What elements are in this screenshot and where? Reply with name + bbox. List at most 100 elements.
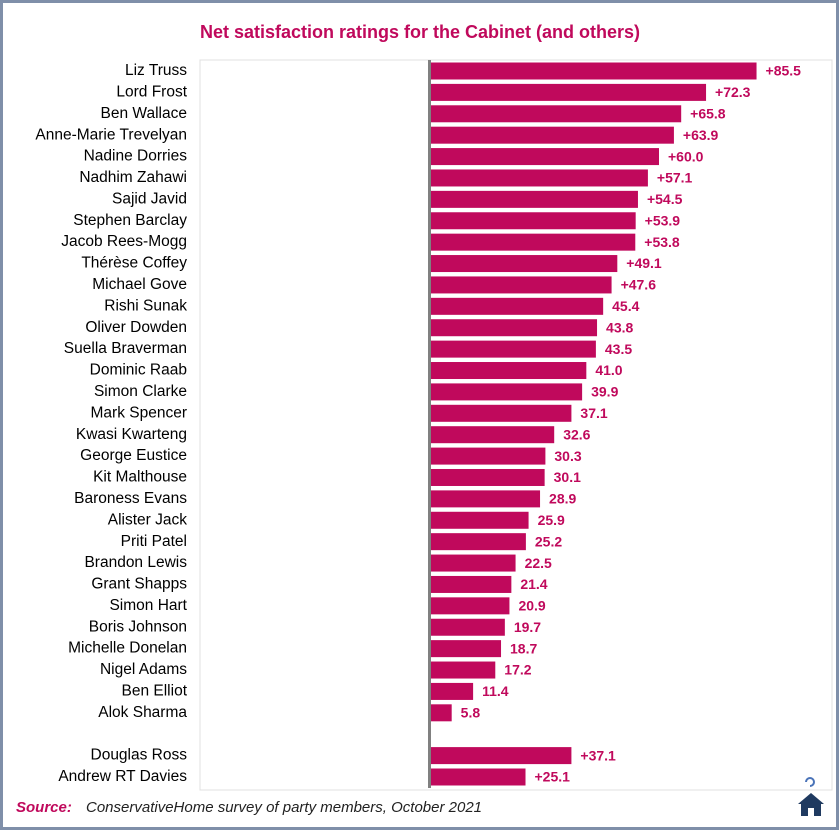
category-label: Grant Shapps <box>91 576 187 593</box>
value-label: 25.9 <box>538 512 565 528</box>
value-label: 5.8 <box>461 705 481 721</box>
category-label: Thérèse Coffey <box>81 255 187 272</box>
bar <box>429 148 659 166</box>
category-label: Priti Patel <box>121 533 187 550</box>
category-label: Andrew RT Davies <box>58 768 187 785</box>
bar <box>429 768 526 786</box>
bar <box>429 597 510 615</box>
bar <box>429 747 572 765</box>
value-label: 19.7 <box>514 619 541 635</box>
value-label: +53.9 <box>645 212 681 228</box>
category-label: Rishi Sunak <box>104 297 187 314</box>
bar <box>429 511 529 529</box>
value-label: +54.5 <box>647 191 683 207</box>
bar <box>429 83 707 101</box>
category-label: Ben Wallace <box>101 105 187 122</box>
bar <box>429 682 474 700</box>
value-label: 21.4 <box>520 576 547 592</box>
category-label: Sajid Javid <box>112 190 187 207</box>
value-label: +72.3 <box>715 84 751 100</box>
value-label: +65.8 <box>690 105 726 121</box>
source: ConservativeHome survey of party members… <box>86 799 482 816</box>
value-label: +49.1 <box>626 255 662 271</box>
value-label: 25.2 <box>535 533 562 549</box>
category-label: George Eustice <box>80 447 187 464</box>
bar <box>429 105 682 123</box>
value-label: 18.7 <box>510 640 537 656</box>
bar <box>429 618 505 636</box>
bar <box>429 468 545 486</box>
value-label: 32.6 <box>563 426 590 442</box>
value-label: 22.5 <box>525 555 552 571</box>
bar <box>429 404 572 422</box>
bar <box>429 704 452 722</box>
category-label: Simon Clarke <box>94 383 187 400</box>
value-label: 11.4 <box>482 683 509 699</box>
category-label: Nigel Adams <box>100 661 187 678</box>
bar <box>429 255 618 273</box>
chart-title: Net satisfaction ratings for the Cabinet… <box>200 22 640 42</box>
bar <box>429 233 636 251</box>
category-label: Boris Johnson <box>89 618 187 635</box>
bar <box>429 426 555 444</box>
value-label: +63.9 <box>683 127 719 143</box>
category-label: Nadine Dorries <box>84 148 188 165</box>
category-label: Dominic Raab <box>90 362 187 379</box>
category-label: Oliver Dowden <box>85 319 187 336</box>
bar <box>429 126 674 144</box>
category-label: Stephen Barclay <box>73 212 187 229</box>
category-label: Alister Jack <box>108 511 187 528</box>
value-label: 30.1 <box>554 469 581 485</box>
bar <box>429 62 757 80</box>
category-label: Kwasi Kwarteng <box>76 426 187 443</box>
category-label: Lord Frost <box>116 83 187 100</box>
value-label: 37.1 <box>580 405 607 421</box>
value-label: 28.9 <box>549 491 576 507</box>
value-label: +47.6 <box>621 277 657 293</box>
value-label: +85.5 <box>766 63 802 79</box>
bar <box>429 575 512 593</box>
value-label: +53.8 <box>644 234 680 250</box>
home-icon <box>798 777 824 816</box>
bar <box>429 190 638 208</box>
category-label: Suella Braverman <box>64 340 187 357</box>
value-label: +25.1 <box>535 769 571 785</box>
category-label: Liz Truss <box>125 62 187 79</box>
category-label: Simon Hart <box>109 597 187 614</box>
value-label: 39.9 <box>591 384 618 400</box>
category-label: Brandon Lewis <box>84 554 187 571</box>
bar <box>429 362 587 380</box>
bar <box>429 533 526 551</box>
value-label: 43.8 <box>606 319 633 335</box>
category-label: Mark Spencer <box>91 404 187 421</box>
bar <box>429 169 648 187</box>
category-label: Douglas Ross <box>91 747 188 764</box>
bar <box>429 276 612 294</box>
value-label: +37.1 <box>580 747 616 763</box>
bar <box>429 383 583 401</box>
bar <box>429 661 496 679</box>
category-label: Baroness Evans <box>74 490 187 507</box>
category-label: Alok Sharma <box>98 704 187 721</box>
value-label: 20.9 <box>518 598 545 614</box>
bar <box>429 490 541 508</box>
category-label: Jacob Rees-Mogg <box>61 233 187 250</box>
source-label: Source: <box>16 799 72 816</box>
value-label: 43.5 <box>605 341 632 357</box>
bar <box>429 297 604 315</box>
category-label: Anne-Marie Trevelyan <box>35 126 187 143</box>
bar <box>429 554 516 572</box>
value-label: 17.2 <box>504 662 531 678</box>
value-label: 41.0 <box>595 362 622 378</box>
category-label: Kit Malthouse <box>93 469 187 486</box>
bar <box>429 212 636 230</box>
bar <box>429 640 502 658</box>
category-label: Michelle Donelan <box>68 640 187 657</box>
bar <box>429 340 596 358</box>
value-label: 45.4 <box>612 298 639 314</box>
bar <box>429 319 598 337</box>
value-label: +57.1 <box>657 170 693 186</box>
value-label: 30.3 <box>554 448 581 464</box>
